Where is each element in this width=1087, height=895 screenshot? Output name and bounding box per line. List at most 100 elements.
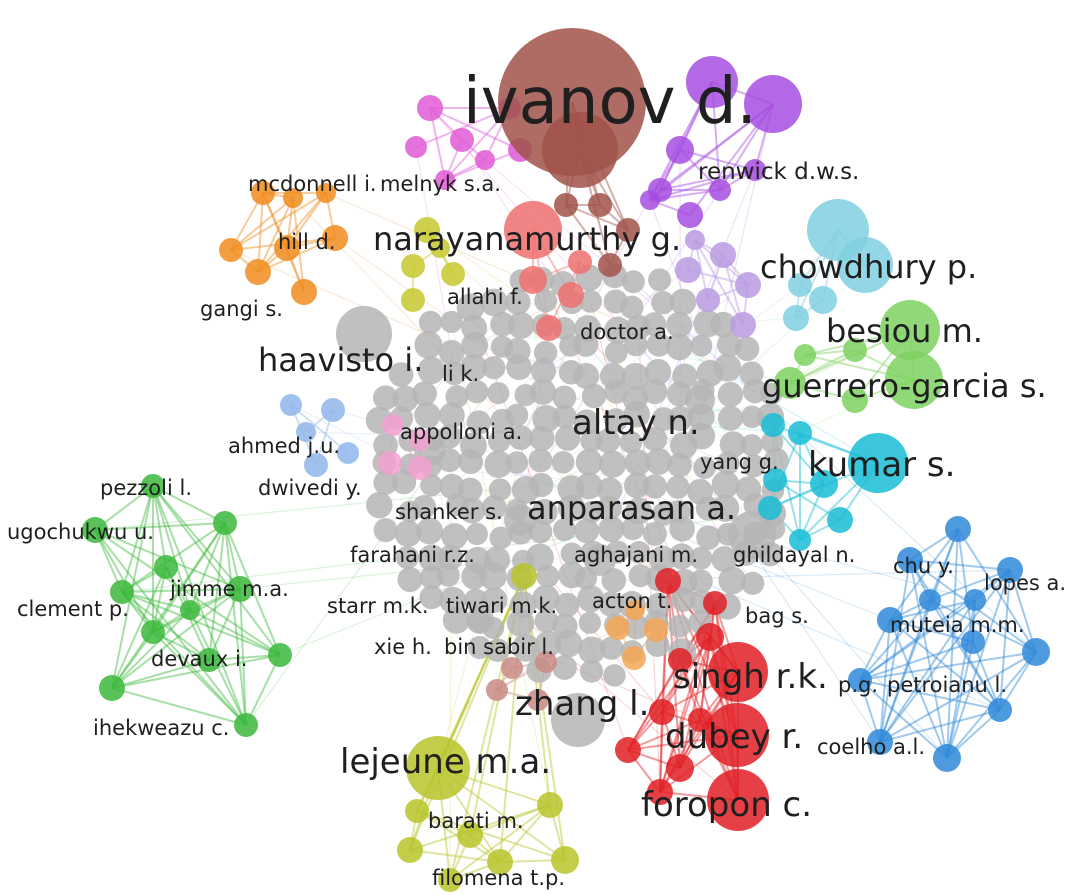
gray-node (668, 614, 691, 638)
salmon-node (504, 201, 562, 259)
gray-node (531, 498, 558, 526)
edge (889, 528, 959, 621)
gray-node (482, 356, 506, 380)
gray-node (595, 428, 621, 454)
gray-node (487, 430, 511, 453)
edge (859, 679, 948, 759)
gray-node (414, 330, 443, 359)
brown-node (588, 193, 612, 217)
edge (484, 159, 702, 347)
gray-node (710, 311, 736, 338)
label-mcdonnell: mcdonnell i. (248, 172, 377, 196)
edge (879, 599, 976, 743)
edge (239, 588, 247, 726)
red-node (707, 769, 769, 831)
gray-node (551, 693, 605, 747)
cyan-node (788, 421, 812, 445)
label-ivanov: ivanov d. (463, 65, 757, 139)
gray-node (642, 426, 668, 452)
edge (121, 485, 154, 593)
gray-node (642, 379, 668, 405)
label-chu: chu y. (893, 554, 954, 578)
label-ahmed: ahmed j.u. (228, 434, 341, 458)
yellowgreen-node (511, 563, 537, 589)
pink-node (475, 150, 495, 170)
edge (946, 641, 974, 759)
label-lopes: lopes a. (984, 571, 1067, 595)
edge (859, 569, 1011, 681)
edge (409, 849, 501, 863)
gray-node (468, 635, 492, 659)
gray-node (688, 422, 716, 450)
edge (94, 522, 226, 531)
red-node (615, 737, 641, 763)
gray-node (669, 515, 695, 542)
edge (449, 804, 551, 881)
edge (152, 485, 191, 611)
gray-node (534, 289, 558, 313)
gray-node (511, 633, 540, 662)
edge (257, 197, 294, 273)
edge (659, 169, 756, 191)
label-devaux: devaux i. (151, 647, 248, 671)
purple-node (744, 159, 766, 181)
brown-node (554, 193, 578, 217)
edge (230, 192, 327, 251)
gray-node (506, 609, 535, 637)
edge (224, 522, 247, 726)
gray-node (628, 564, 652, 588)
edge (859, 599, 931, 681)
gray-node (648, 268, 672, 292)
gray-node (711, 546, 738, 573)
salmon-node (536, 315, 562, 341)
label-haavisto: haavisto i. (258, 341, 424, 379)
gray-node (642, 521, 667, 546)
gray-node (440, 310, 463, 334)
gray-node (740, 405, 764, 429)
gray-node (439, 402, 465, 429)
edge (957, 528, 1037, 653)
purple-node (677, 202, 703, 228)
red-node (666, 754, 694, 782)
orange-node (316, 183, 336, 203)
edge (189, 522, 226, 611)
edge (111, 566, 167, 689)
orange-node (322, 225, 348, 251)
label-filomena: filomena t.p. (432, 866, 566, 890)
gray-node (530, 358, 557, 384)
gray-node (552, 655, 577, 680)
blue-node (1022, 638, 1050, 666)
gray-node (642, 312, 667, 337)
label-altay: altay n. (572, 403, 700, 443)
yellowgreen-node (487, 849, 513, 875)
gray-node (624, 472, 650, 499)
gray-node (526, 543, 554, 572)
edge (245, 654, 281, 726)
gray-node (439, 586, 467, 614)
gray-node (532, 584, 560, 612)
gray-node (718, 566, 747, 595)
lightgreen-node (774, 367, 806, 399)
edge (111, 654, 281, 689)
node-layer (82, 28, 1050, 892)
edge (152, 485, 167, 568)
edge (889, 619, 948, 759)
gray-node (621, 517, 645, 541)
gray-node (535, 631, 562, 658)
edge (661, 636, 711, 713)
gray-node (555, 629, 583, 658)
gray-node (665, 333, 693, 361)
lavender-node (730, 312, 756, 338)
label-foropon: foropon c. (641, 785, 813, 825)
gray-node (581, 383, 607, 409)
olive-node (441, 262, 465, 286)
lightpink-node (409, 429, 431, 451)
edge (121, 591, 210, 661)
gray-node (419, 585, 444, 610)
green-node (227, 576, 253, 602)
green-node (213, 511, 237, 535)
yellowgreen-node (406, 736, 470, 800)
gray-node (551, 450, 575, 474)
gray-node (621, 270, 645, 294)
